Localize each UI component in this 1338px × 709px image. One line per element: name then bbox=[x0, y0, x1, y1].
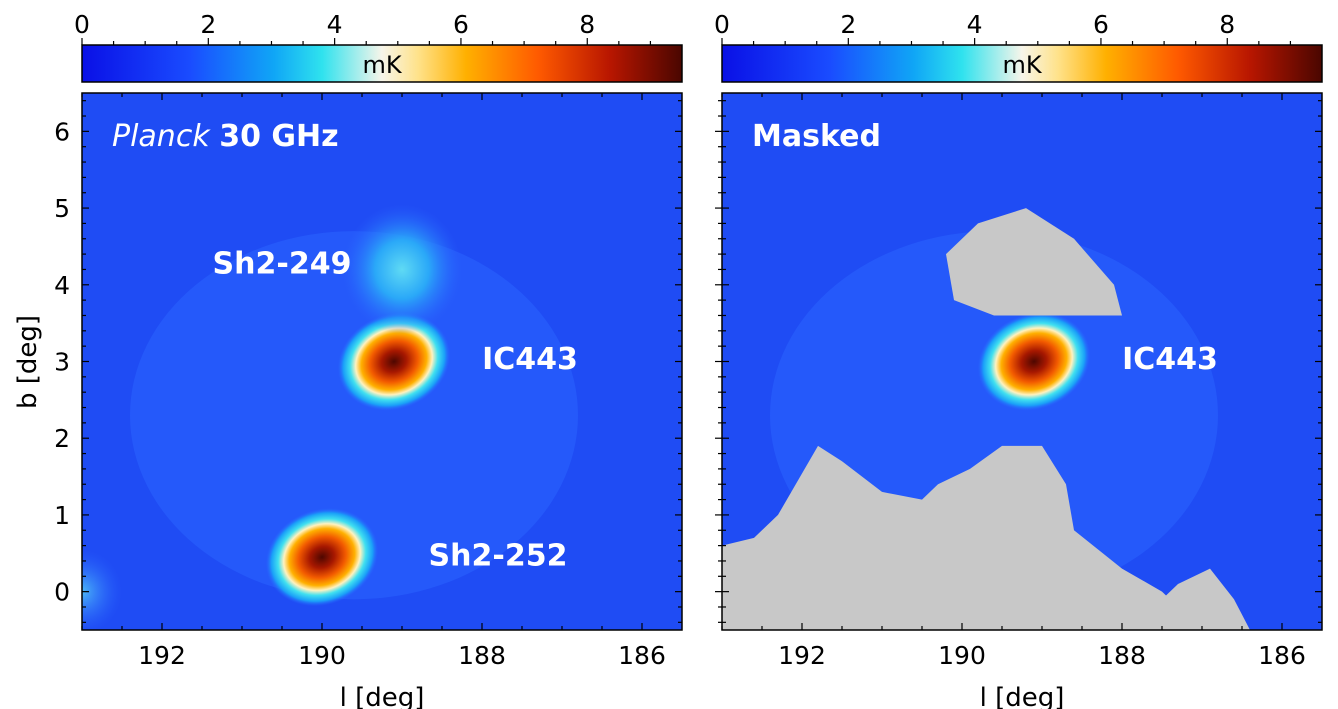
right-panel-masked: 192 190 188 186 l [deg] 0 2 4 6 8 mK Masked IC443 bbox=[714, 10, 1323, 709]
colorbar-tick-label: 4 bbox=[967, 10, 983, 39]
colorbar bbox=[721, 44, 1323, 83]
colorbar-tick-label: 6 bbox=[453, 10, 469, 39]
annotation-sh2-252: Sh2-252 bbox=[429, 539, 568, 574]
y-axis-label: b [deg] bbox=[13, 315, 43, 409]
diffuse-emission bbox=[130, 231, 578, 600]
x-tick-label: 190 bbox=[298, 641, 346, 670]
x-axis-label: l [deg] bbox=[980, 683, 1065, 709]
colorbar-tick-label: 2 bbox=[840, 10, 856, 39]
x-tick-label: 192 bbox=[138, 641, 186, 670]
panel-label: Planck 30 GHz bbox=[112, 119, 339, 154]
left-panel-planck: 192 190 188 186 l [deg] 0 1 2 3 4 5 6 0 2 4 6 8 mK Planck … bbox=[54, 10, 683, 709]
x-tick-label: 186 bbox=[618, 641, 666, 670]
colorbar-label: mK bbox=[362, 51, 402, 79]
y-tick-label: 1 bbox=[54, 501, 70, 530]
panel-label-bold: 30 GHz bbox=[219, 119, 338, 154]
annotation-ic443: IC443 bbox=[482, 342, 578, 377]
heatmap-image bbox=[722, 93, 1322, 630]
y-tick-label: 3 bbox=[54, 348, 70, 377]
mask-region bbox=[722, 445, 1202, 630]
source-ic443 bbox=[977, 312, 1091, 411]
x-tick-label: 188 bbox=[1098, 641, 1146, 670]
x-axis-label: l [deg] bbox=[340, 683, 425, 709]
colorbar-label: mK bbox=[1002, 51, 1042, 79]
colorbar-tick-label: 8 bbox=[579, 10, 595, 39]
colorbar-tick-label: 6 bbox=[1093, 10, 1109, 39]
heatmap-image bbox=[82, 93, 682, 630]
colorbar-tick-label: 2 bbox=[200, 10, 216, 39]
annotation-sh2-249: Sh2-249 bbox=[213, 246, 352, 281]
annotation-ic443: IC443 bbox=[1122, 342, 1218, 377]
x-tick-label: 192 bbox=[778, 641, 826, 670]
x-tick-label: 190 bbox=[938, 641, 986, 670]
x-tick-label: 186 bbox=[1258, 641, 1306, 670]
colorbar bbox=[81, 44, 683, 83]
source-edge-emission bbox=[82, 549, 122, 630]
panel-label-bold: Masked bbox=[752, 119, 881, 154]
panel-label-italic: Planck bbox=[112, 119, 219, 154]
y-tick-label: 5 bbox=[54, 194, 70, 223]
mask-region bbox=[1154, 568, 1250, 630]
mask-region bbox=[946, 208, 1122, 316]
colorbar-tick-label: 4 bbox=[327, 10, 343, 39]
y-tick-label: 4 bbox=[54, 271, 70, 300]
x-tick-label: 188 bbox=[458, 641, 506, 670]
colorbar-tick-label: 8 bbox=[1219, 10, 1235, 39]
y-tick-label: 6 bbox=[54, 117, 70, 146]
source-sh2-249 bbox=[342, 204, 462, 335]
colorbar-tick-label: 0 bbox=[714, 10, 730, 39]
y-tick-label: 2 bbox=[54, 424, 70, 453]
source-ic443 bbox=[337, 312, 451, 411]
panel-label: Masked bbox=[752, 119, 881, 154]
y-tick-label: 0 bbox=[54, 578, 70, 607]
colorbar-tick-label: 0 bbox=[74, 10, 90, 39]
source-sh2-252 bbox=[265, 508, 379, 607]
